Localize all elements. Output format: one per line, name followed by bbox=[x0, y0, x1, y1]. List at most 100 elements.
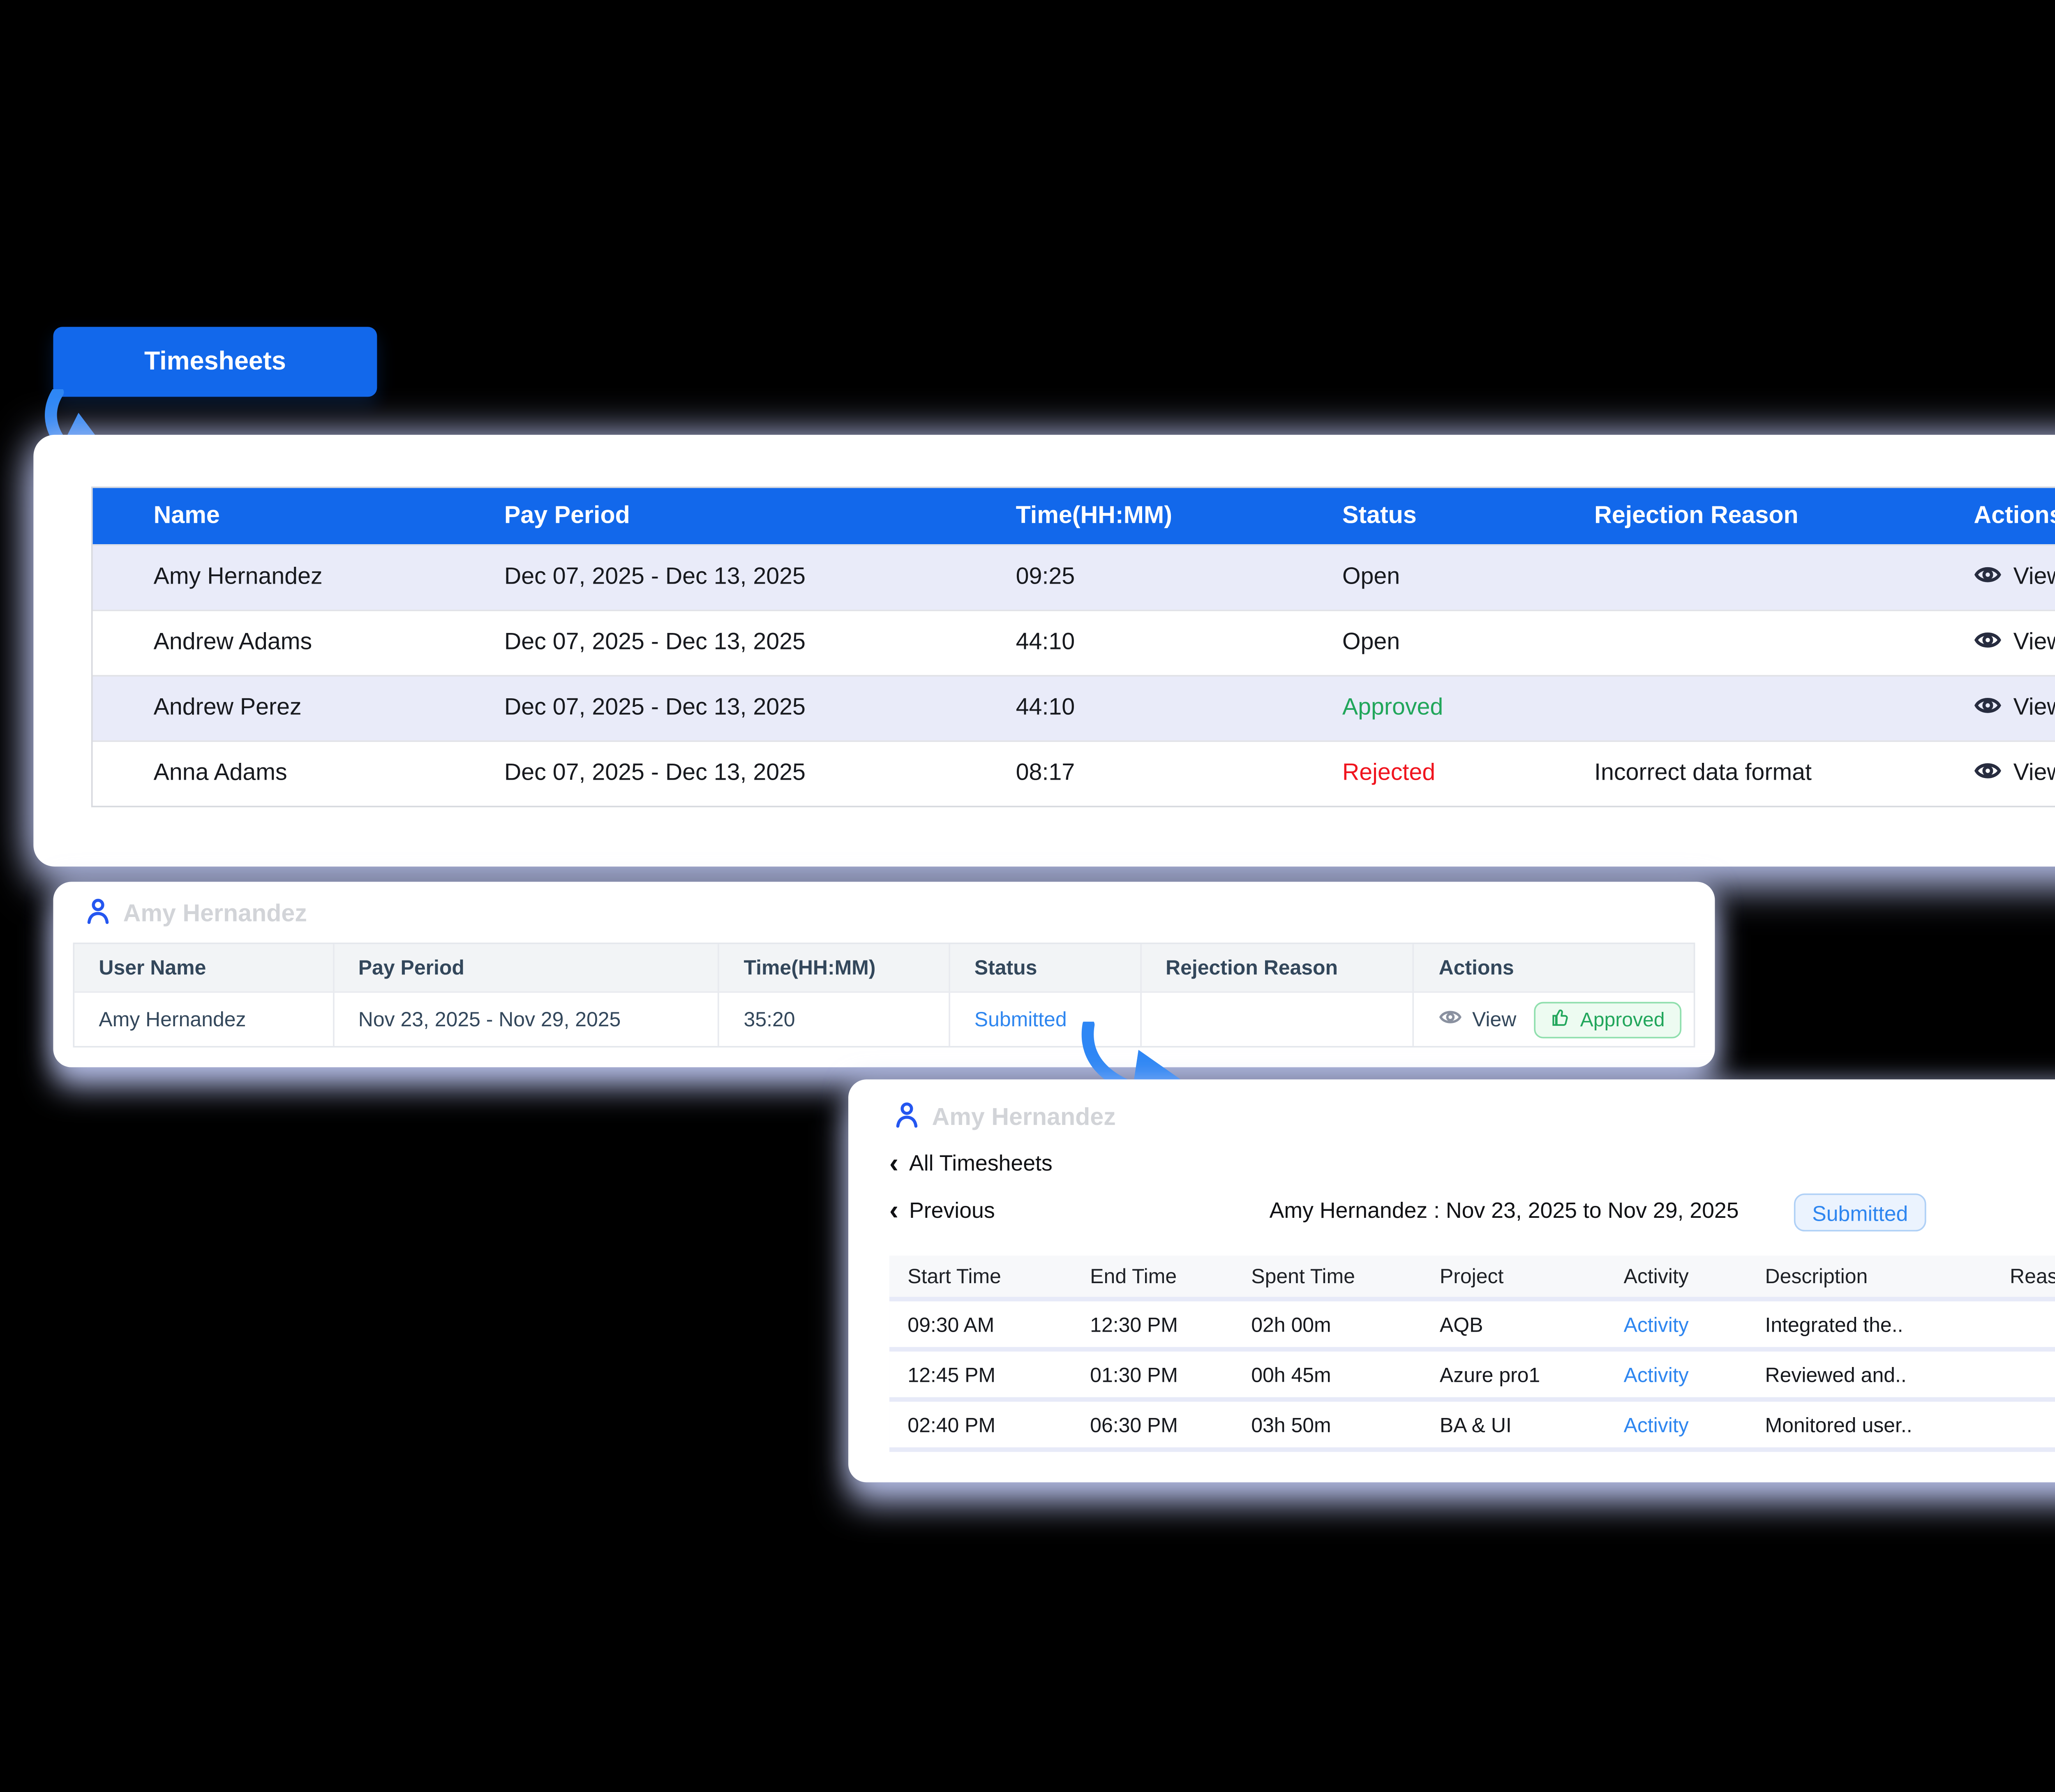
status-badge: Open bbox=[1342, 629, 1400, 656]
cell-time: 35:20 bbox=[718, 993, 949, 1046]
person-icon bbox=[85, 897, 111, 933]
cell-description: Monitored user.. bbox=[1765, 1413, 1912, 1436]
col-time: Time(HH:MM) bbox=[1016, 502, 1172, 529]
col-user-name: User Name bbox=[99, 956, 206, 979]
cell-period: Dec 07, 2025 - Dec 13, 2025 bbox=[504, 629, 806, 656]
cell-spent: 02h 00m bbox=[1251, 1313, 1331, 1336]
previous-link[interactable]: ‹ Previous bbox=[889, 1195, 995, 1226]
col-status: Status bbox=[1342, 502, 1417, 529]
cell-reason bbox=[1140, 993, 1413, 1046]
view-button[interactable]: View bbox=[1974, 760, 2055, 788]
status-badge: Submitted bbox=[948, 993, 1140, 1046]
cell-project: BA & UI bbox=[1439, 1413, 1512, 1436]
all-timesheets-link[interactable]: ‹ All Timesheets bbox=[889, 1148, 1053, 1178]
user-panel-title: Amy Hernandez bbox=[85, 897, 307, 933]
entry-row: 02:40 PM 06:30 PM 03h 50m BA & UI Activi… bbox=[889, 1402, 2055, 1448]
activity-link[interactable]: Activity bbox=[1623, 1363, 1689, 1386]
entry-row: 09:30 AM 12:30 PM 02h 00m AQB Activity I… bbox=[889, 1301, 2055, 1347]
col-time: Time(HH:MM) bbox=[718, 944, 949, 991]
detail-table: Start Time End Time Spent Time Project A… bbox=[889, 1256, 2055, 1452]
activity-link[interactable]: Activity bbox=[1623, 1413, 1689, 1436]
cell-spent: 00h 45m bbox=[1251, 1363, 1331, 1386]
user-panel-title-text: Amy Hernandez bbox=[123, 901, 307, 928]
view-label: View bbox=[1472, 1008, 1517, 1031]
cell-period: Dec 07, 2025 - Dec 13, 2025 bbox=[504, 760, 806, 786]
table-row: Andrew Adams Dec 07, 2025 - Dec 13, 2025… bbox=[92, 610, 2055, 675]
chevron-left-icon: ‹ bbox=[889, 1148, 899, 1178]
cell-reason: Incorrect data format bbox=[1594, 760, 1812, 786]
table-row: Amy Hernandez Dec 07, 2025 - Dec 13, 202… bbox=[92, 544, 2055, 610]
cell-end: 01:30 PM bbox=[1090, 1363, 1178, 1386]
cell-description: Integrated the.. bbox=[1765, 1313, 1903, 1336]
user-table-row: Amy Hernandez Nov 23, 2025 - Nov 29, 202… bbox=[74, 991, 1694, 1046]
cell-spent: 03h 50m bbox=[1251, 1413, 1331, 1436]
previous-label: Previous bbox=[909, 1199, 995, 1224]
status-badge: Approved bbox=[1342, 695, 1443, 721]
cell-name: Amy Hernandez bbox=[153, 564, 323, 590]
cell-time: 44:10 bbox=[1016, 629, 1075, 656]
status-badge: Open bbox=[1342, 564, 1400, 590]
cell-period: Nov 23, 2025 - Nov 29, 2025 bbox=[332, 993, 718, 1046]
cell-end: 06:30 PM bbox=[1090, 1413, 1178, 1436]
cell-period: Dec 07, 2025 - Dec 13, 2025 bbox=[504, 564, 806, 590]
view-button[interactable]: View bbox=[1974, 694, 2055, 723]
col-rejection-reason: Rejection Reason bbox=[1594, 502, 1799, 529]
table-row: Anna Adams Dec 07, 2025 - Dec 13, 2025 0… bbox=[92, 740, 2055, 806]
view-button[interactable]: View bbox=[1974, 629, 2055, 658]
cell-end: 12:30 PM bbox=[1090, 1313, 1178, 1336]
col-spent-time: Spent Time bbox=[1251, 1265, 1355, 1288]
person-icon bbox=[894, 1101, 920, 1137]
timesheet-range-text: Amy Hernandez : Nov 23, 2025 to Nov 29, … bbox=[1269, 1199, 1739, 1224]
col-project: Project bbox=[1439, 1265, 1504, 1288]
view-button[interactable]: View bbox=[1974, 563, 2055, 592]
cell-period: Dec 07, 2025 - Dec 13, 2025 bbox=[504, 695, 806, 721]
eye-icon bbox=[1439, 1008, 1463, 1030]
cell-user: Amy Hernandez bbox=[99, 1008, 246, 1031]
cell-project: Azure pro1 bbox=[1439, 1363, 1540, 1386]
entry-row: 12:45 PM 01:30 PM 00h 45m Azure pro1 Act… bbox=[889, 1351, 2055, 1397]
cell-time: 08:17 bbox=[1016, 760, 1075, 786]
detail-panel-title: Amy Hernandez bbox=[894, 1101, 1116, 1137]
approvals-table-header: Name Pay Period Time(HH:MM) Status Rejec… bbox=[92, 488, 2055, 545]
col-actions: Actions bbox=[1413, 944, 1694, 991]
col-rejection-reason: Rejection Reason bbox=[1140, 944, 1413, 991]
view-button[interactable]: View bbox=[1439, 1008, 1517, 1031]
col-reason: Reason bbox=[2010, 1265, 2055, 1288]
cell-description: Reviewed and.. bbox=[1765, 1363, 1907, 1386]
cell-start: 02:40 PM bbox=[907, 1413, 996, 1436]
cell-start: 12:45 PM bbox=[907, 1363, 996, 1386]
thumbs-up-icon bbox=[1551, 1007, 1571, 1032]
status-badge: Rejected bbox=[1342, 760, 1436, 786]
timesheets-button[interactable]: Timesheets bbox=[53, 327, 377, 397]
col-pay-period: Pay Period bbox=[332, 944, 718, 991]
eye-icon bbox=[1974, 629, 2002, 658]
view-label: View bbox=[2013, 564, 2055, 590]
activity-link[interactable]: Activity bbox=[1623, 1313, 1689, 1336]
detail-table-header: Start Time End Time Spent Time Project A… bbox=[889, 1256, 2055, 1297]
cell-name: Andrew Perez bbox=[153, 695, 302, 721]
cell-time: 09:25 bbox=[1016, 564, 1075, 590]
cell-name: Anna Adams bbox=[153, 760, 287, 786]
approved-label: Approved bbox=[1580, 1008, 1665, 1031]
eye-icon bbox=[1974, 563, 2002, 592]
col-actions: Actions bbox=[1974, 502, 2055, 529]
col-end-time: End Time bbox=[1090, 1265, 1177, 1288]
cell-start: 09:30 AM bbox=[907, 1313, 995, 1336]
view-label: View bbox=[2013, 629, 2055, 656]
table-row: Andrew Perez Dec 07, 2025 - Dec 13, 2025… bbox=[92, 675, 2055, 741]
col-status: Status bbox=[948, 944, 1140, 991]
col-description: Description bbox=[1765, 1265, 1868, 1288]
col-name: Name bbox=[153, 502, 220, 529]
view-label: View bbox=[2013, 695, 2055, 721]
col-start-time: Start Time bbox=[907, 1265, 1001, 1288]
all-timesheets-label: All Timesheets bbox=[909, 1152, 1053, 1177]
col-activity: Activity bbox=[1623, 1265, 1689, 1288]
chevron-left-icon: ‹ bbox=[889, 1195, 899, 1226]
submitted-status-badge[interactable]: Submitted bbox=[1794, 1193, 1926, 1232]
approved-button[interactable]: Approved bbox=[1534, 1001, 1682, 1038]
eye-icon bbox=[1974, 694, 2002, 723]
cell-time: 44:10 bbox=[1016, 695, 1075, 721]
user-table-header: User Name Pay Period Time(HH:MM) Status … bbox=[74, 944, 1694, 991]
cell-name: Andrew Adams bbox=[153, 629, 312, 656]
